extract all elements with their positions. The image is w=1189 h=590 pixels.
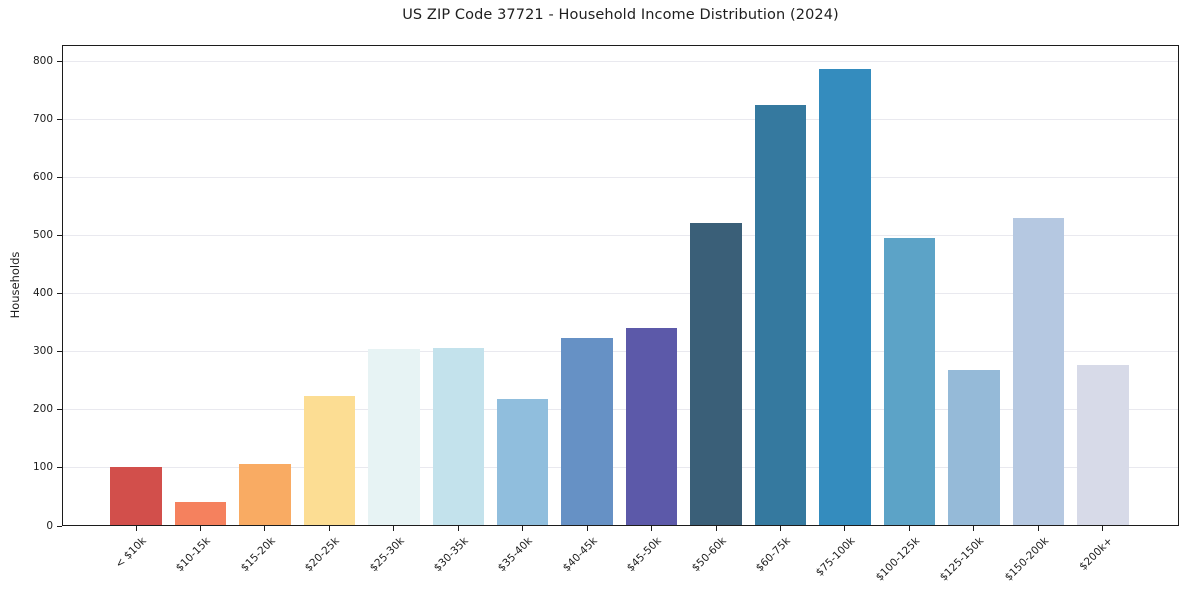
x-tick-label-text: $45-50k	[624, 535, 665, 575]
gridline	[62, 60, 1179, 62]
y-tick-label: 100	[32, 461, 53, 474]
y-tick-label: 500	[32, 228, 53, 241]
y-tick-label: 300	[32, 345, 53, 358]
x-tick	[264, 526, 266, 531]
y-tick	[57, 525, 62, 527]
x-tick	[973, 526, 975, 531]
x-tick-label-text: $30-35k	[431, 535, 471, 575]
gridline	[62, 234, 1179, 236]
y-tick-label: 0	[46, 519, 53, 532]
x-tick-label-text: $20-25k	[302, 535, 342, 575]
y-axis-label: Households	[8, 251, 22, 319]
x-tick	[522, 526, 524, 531]
gridline	[62, 409, 1179, 411]
y-tick	[57, 293, 62, 294]
bar-35-40k	[496, 398, 549, 526]
x-tick-label-text: $150-200k	[1002, 535, 1051, 584]
y-tick	[57, 409, 62, 411]
x-tick	[199, 526, 201, 531]
x-tick-label-text: < $10k	[112, 535, 149, 571]
x-tick	[135, 526, 137, 531]
bar-15-20k	[239, 464, 291, 526]
y-tick	[57, 351, 62, 353]
x-tick-label-text: $10-15k	[173, 535, 213, 575]
x-tick-label-text: $50-60k	[689, 535, 729, 575]
bar-75-100k	[819, 69, 871, 526]
plot-frame	[62, 45, 1179, 526]
x-tick	[844, 526, 846, 531]
x-tick-label-text: $40-45k	[560, 535, 600, 575]
y-tick	[57, 176, 62, 178]
x-tick	[651, 526, 653, 531]
x-tick-label-text: $200k+	[1077, 535, 1116, 573]
x-tick	[328, 526, 330, 531]
gridline	[62, 176, 1179, 178]
x-tick-label-text: $125-150k	[937, 535, 987, 584]
y-tick-label: 600	[32, 170, 53, 183]
x-tick	[1037, 526, 1039, 531]
x-tick	[908, 526, 910, 531]
bar-30-35k	[432, 348, 484, 526]
y-tick-label: 400	[32, 287, 53, 299]
bar-100-125k	[883, 238, 936, 526]
bar-60-75k	[754, 105, 807, 526]
y-tick-label: 800	[32, 54, 53, 67]
gridline	[62, 118, 1179, 120]
x-tick	[457, 526, 459, 531]
bar-25-30k	[368, 349, 420, 526]
x-tick-label-text: $60-75k	[753, 535, 793, 575]
plot-area	[62, 45, 1179, 526]
y-tick	[57, 234, 62, 236]
gridline	[62, 293, 1179, 294]
bar-40-45k	[561, 338, 613, 526]
x-tick	[715, 526, 717, 531]
y-tick	[57, 60, 62, 62]
x-tick	[780, 526, 781, 531]
bar-10k	[110, 466, 162, 526]
bar-50-60k	[690, 222, 742, 526]
gridline	[62, 351, 1179, 353]
x-tick	[586, 526, 588, 531]
y-tick-label: 200	[32, 403, 53, 416]
y-tick	[57, 118, 62, 120]
bar-20-25k	[303, 396, 356, 526]
bar-10-15k	[174, 502, 227, 526]
x-tick-label-text: $15-20k	[238, 535, 278, 575]
x-tick-label-text: $75-100k	[813, 535, 858, 579]
x-tick-label-text: $25-30k	[367, 535, 407, 575]
chart-title: US ZIP Code 37721 - Household Income Dis…	[402, 7, 839, 23]
gridline	[62, 467, 1179, 469]
x-tick	[393, 526, 395, 531]
bar-200k	[1077, 365, 1129, 526]
y-tick-label: 700	[32, 112, 53, 125]
x-tick	[1102, 526, 1104, 531]
x-tick-label-text: $100-125k	[873, 535, 922, 584]
bar-45-50k	[625, 328, 678, 526]
bar-150-200k	[1012, 217, 1065, 526]
y-tick	[57, 467, 62, 469]
bar-125-150k	[948, 370, 1000, 526]
x-tick-label-text: $35-40k	[496, 535, 536, 575]
